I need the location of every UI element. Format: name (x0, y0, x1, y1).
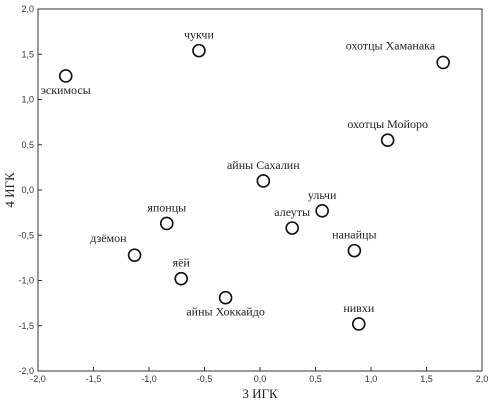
x-axis-ticks: -2,0 -1,5 -1,0 -0,5 0,0 0,5 1,0 1,5 2,0 (30, 367, 488, 384)
point-label: ульчи (308, 188, 337, 202)
point-label: чукчи (184, 28, 214, 42)
data-point (351, 317, 366, 331)
point-label: яёй (173, 256, 191, 270)
y-tick-label: -1,0 (18, 276, 34, 286)
x-tick-label: 0,5 (309, 374, 322, 384)
data-point (127, 248, 142, 262)
data-point (159, 216, 174, 231)
data-point (256, 174, 271, 188)
data-points: чукчи эскимосы охотцы Хаманака охотцы Мойор… (41, 28, 450, 331)
x-tick-label: -2,0 (30, 374, 46, 384)
data-point (174, 271, 188, 286)
y-tick-label: -2,0 (18, 366, 34, 376)
x-tick-label: 2,0 (476, 374, 489, 384)
x-tick-label: 1,0 (365, 374, 378, 384)
point-label: нанайцы (332, 228, 376, 242)
data-point (285, 221, 299, 235)
x-tick-label: -1,5 (86, 374, 102, 384)
y-tick-label: 0,0 (21, 185, 34, 195)
x-tick-label: -0,5 (197, 374, 213, 384)
point-label: эскимосы (41, 83, 91, 97)
data-point (192, 43, 206, 58)
point-label: айны Хоккайдо (186, 305, 264, 319)
point-label: охотцы Хаманака (346, 38, 436, 52)
y-tick-label: -1,5 (18, 321, 34, 331)
y-tick-label: 2,0 (21, 4, 34, 14)
data-point (315, 204, 329, 218)
point-label: айны Сахалин (227, 158, 300, 172)
x-tick-label: 1,5 (420, 374, 433, 384)
data-point (58, 69, 73, 83)
y-tick-label: 1,0 (21, 95, 34, 105)
y-tick-label: -0,5 (18, 230, 34, 240)
x-axis-title: 3 ИГК (242, 386, 278, 401)
point-label: алеуты (274, 205, 310, 219)
data-point (218, 290, 233, 305)
x-tick-label: -1,0 (141, 374, 157, 384)
point-label: японцы (147, 200, 186, 214)
x-tick-label: 0,0 (254, 374, 267, 384)
point-label: дзёмон (90, 231, 127, 245)
y-tick-label: 1,5 (21, 49, 34, 59)
y-axis-ticks: -2,0 -1,5 -1,0 -0,5 0,0 0,5 1,0 1,5 2,0 (18, 4, 42, 376)
point-label: охотцы Мойоро (347, 117, 428, 131)
data-point (380, 133, 395, 148)
data-point (347, 243, 362, 258)
data-point (436, 55, 450, 70)
point-label: нивхи (343, 301, 375, 315)
y-axis-title: 4 ИГК (2, 172, 17, 208)
y-tick-label: 0,5 (21, 140, 34, 150)
